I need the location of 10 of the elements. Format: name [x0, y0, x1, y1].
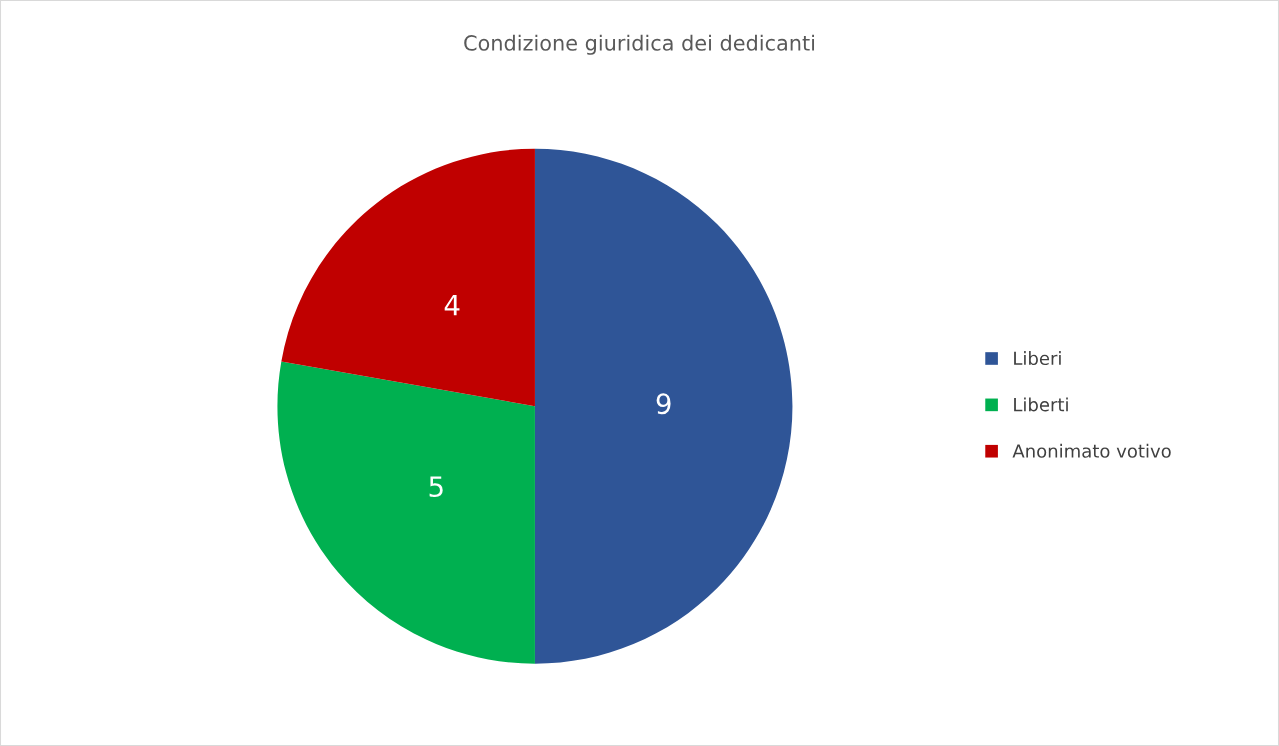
pie-slice — [277, 361, 535, 664]
pie-slice — [281, 148, 535, 407]
legend-label: Liberi — [1014, 351, 1061, 366]
data-label: 4 — [444, 294, 460, 316]
legend-label: Liberti — [1014, 397, 1068, 412]
data-label: 5 — [429, 476, 443, 498]
chart-title: Condizione giuridica dei dedicanti — [464, 34, 815, 55]
pie-slice — [534, 148, 793, 664]
data-label: 9 — [656, 393, 671, 415]
legend-label: Anonimato votivo — [1012, 443, 1171, 458]
